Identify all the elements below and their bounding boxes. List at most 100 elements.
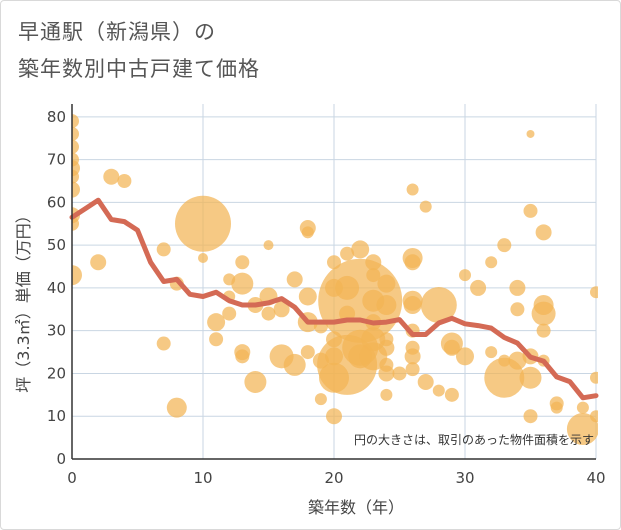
bubble-104 xyxy=(523,409,538,424)
bubble-59 xyxy=(365,254,382,271)
bubble-87 xyxy=(443,339,460,356)
bubble-103 xyxy=(519,366,542,389)
bubble-88 xyxy=(444,387,459,402)
bubble-0 xyxy=(72,114,79,129)
bubble-73 xyxy=(406,183,419,196)
bubble-108 xyxy=(536,323,551,338)
bubble-80 xyxy=(404,348,421,365)
bubble-115 xyxy=(590,371,598,384)
bubble-94 xyxy=(497,238,512,253)
bubble-11 xyxy=(103,168,120,185)
bubble-6 xyxy=(72,181,80,198)
bubble-92 xyxy=(485,256,498,269)
size-note: 円の大きさは、取引のあった物件面積を示す xyxy=(354,432,594,447)
bubble-68 xyxy=(378,339,395,356)
x-tick-label-1: 10 xyxy=(193,469,212,487)
bubble-114 xyxy=(590,286,598,299)
y-tick-label-4: 40 xyxy=(47,279,66,297)
bubble-65 xyxy=(377,274,396,293)
x-tick-label-2: 20 xyxy=(324,469,343,487)
bubble-44 xyxy=(314,393,327,406)
bubble-83 xyxy=(417,374,434,391)
bubble-111 xyxy=(550,401,563,414)
y-tick-label-7: 70 xyxy=(47,151,66,169)
y-tick-label-6: 60 xyxy=(47,193,66,211)
bubble-39 xyxy=(298,287,317,306)
bubble-10 xyxy=(90,254,107,271)
bubble-93 xyxy=(485,346,498,359)
bubble-2 xyxy=(72,139,79,154)
bubble-30 xyxy=(263,240,274,251)
bubble-99 xyxy=(508,351,527,370)
y-tick-label-2: 20 xyxy=(47,364,66,382)
y-tick-label-0: 0 xyxy=(56,450,66,468)
x-tick-label-0: 0 xyxy=(67,469,77,487)
bubble-23 xyxy=(222,306,237,321)
x-tick-label-4: 40 xyxy=(586,469,605,487)
grid-lines xyxy=(72,104,597,459)
bubble-51 xyxy=(340,246,355,261)
bubble-16 xyxy=(166,397,187,418)
bubble-38 xyxy=(301,226,314,239)
bubble-101 xyxy=(523,203,538,218)
bubble-9 xyxy=(72,265,82,286)
bubble-8 xyxy=(72,216,79,231)
trend-line xyxy=(69,197,599,401)
bubble-66 xyxy=(376,295,397,316)
bubble-84 xyxy=(420,287,457,324)
bubble-97 xyxy=(509,279,526,296)
bubble-77 xyxy=(403,296,422,315)
chart-title-line2: 築年数別中古戸建て価格 xyxy=(18,57,260,81)
bubble-19 xyxy=(207,313,226,332)
bubble-12 xyxy=(117,173,132,188)
bubble-82 xyxy=(419,200,432,213)
y-axis-label: 坪（3.3㎡）単価（万円） xyxy=(14,207,33,392)
bubble-89 xyxy=(459,269,471,282)
bubble-100 xyxy=(526,129,535,138)
y-tick-label-1: 10 xyxy=(47,407,66,425)
bubble-35 xyxy=(286,271,303,288)
bubble-113 xyxy=(566,413,598,446)
bubble-17 xyxy=(175,195,231,252)
x-axis-label: 築年数（年） xyxy=(308,498,404,517)
bubble-107 xyxy=(531,301,556,326)
bubble-5 xyxy=(72,169,79,184)
bubble-70 xyxy=(378,365,395,382)
chart-title: 早通駅（新潟県）の 築年数別中古戸建て価格 xyxy=(18,14,260,88)
bubble-55 xyxy=(351,240,370,259)
bubble-1 xyxy=(72,126,79,141)
bubble-75 xyxy=(404,254,421,271)
x-tick-label-3: 30 xyxy=(455,469,474,487)
bubble-72 xyxy=(392,366,407,381)
bubble-41 xyxy=(300,345,315,360)
bubble-81 xyxy=(405,362,420,377)
bubble-33 xyxy=(273,301,290,318)
y-tick-label-3: 30 xyxy=(47,322,66,340)
bubble-series xyxy=(72,114,598,446)
bubble-98 xyxy=(510,302,525,317)
y-tick-label-8: 80 xyxy=(47,108,66,126)
bubble-60 xyxy=(366,268,381,283)
y-tick-label-5: 50 xyxy=(47,236,66,254)
bubble-14 xyxy=(156,336,171,351)
bubble-50 xyxy=(326,408,342,425)
bubble-24 xyxy=(235,255,250,270)
bubble-71 xyxy=(380,388,393,401)
bubble-25 xyxy=(231,272,254,295)
bubble-112 xyxy=(576,401,589,414)
bubble-18 xyxy=(198,252,208,263)
bubble-85 xyxy=(432,384,445,397)
bubble-27 xyxy=(235,349,250,364)
bubble-105 xyxy=(535,224,552,241)
bubble-91 xyxy=(470,279,487,296)
bubble-32 xyxy=(261,306,276,321)
bubble-13 xyxy=(156,242,171,257)
bubble-36 xyxy=(283,353,306,376)
bubble-20 xyxy=(209,332,224,347)
bubble-90 xyxy=(456,347,474,366)
bubble-29 xyxy=(244,371,267,394)
axes: 0 10 20 30 40 0 10 20 30 40 50 60 70 80 xyxy=(47,104,606,487)
chart-title-line1: 早通駅（新潟県）の xyxy=(18,20,216,44)
bubble-116 xyxy=(590,410,598,423)
